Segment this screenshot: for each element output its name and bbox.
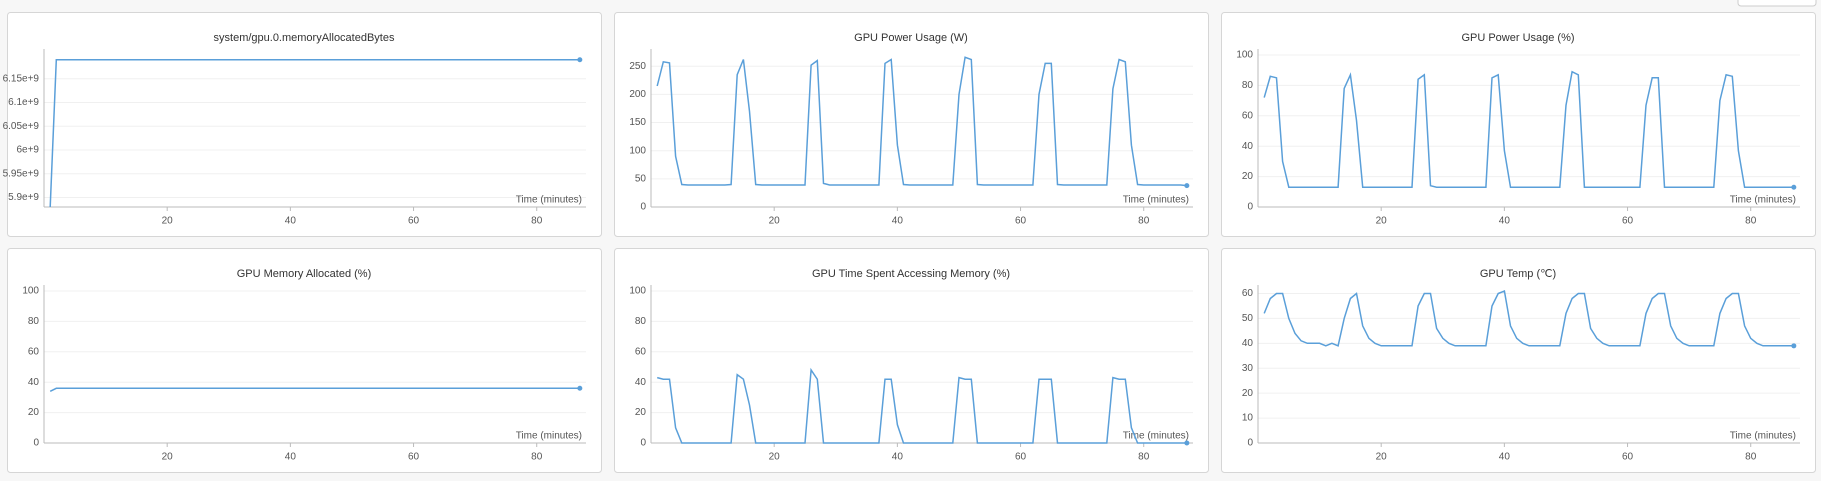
chart-title: GPU Power Usage (W) [854,32,968,44]
chart-title: system/gpu.0.memoryAllocatedBytes [214,32,395,44]
y-tick-label: 6.1e+9 [8,97,39,108]
line [1263,70,1794,188]
x-tick-label: 20 [769,452,781,463]
panel-frame [7,12,602,237]
panel-frame [7,248,602,473]
y-tick-label: 100 [629,286,646,297]
x-axis-label: Time (minutes) [516,195,582,206]
x-axis-label: Time (minutes) [1123,195,1189,206]
y-tick-label: 0 [640,202,646,213]
end-point [1791,343,1797,349]
y-tick-label: 50 [1242,313,1254,324]
panel: system/gpu.0.memoryAllocatedBytes 5.9e+9 5… [3,12,602,237]
end-point [577,57,583,63]
y-tick-label: 0 [1247,438,1253,449]
y-tick-label: 10 [1242,413,1254,424]
y-tick-label: 6.05e+9 [3,121,40,132]
y-tick-label: 150 [629,117,646,128]
line [49,59,580,208]
line [49,387,580,392]
panel: GPU Power Usage (W) 0 50 100 150 200 250 20 40 60… [614,12,1209,237]
panel: GPU Power Usage (%) 0 20 40 60 80 100 20 40 60 80 T… [1221,12,1816,237]
x-tick-label: 80 [1138,216,1150,227]
x-tick-label: 80 [1138,452,1150,463]
y-tick-label: 50 [635,173,647,184]
x-tick-label: 80 [1745,452,1757,463]
y-tick-label: 20 [635,407,647,418]
x-tick-label: 60 [1622,452,1634,463]
panel-frame [1221,248,1816,473]
panel: GPU Temp (℃) 0 10 20 30 40 50 60 20 40 60 80 Time (m… [1221,248,1816,473]
y-tick-label: 6e+9 [16,145,39,156]
y-tick-label: 40 [28,377,40,388]
y-tick-label: 60 [635,346,647,357]
y-tick-label: 40 [1242,338,1254,349]
x-tick-label: 60 [408,452,420,463]
x-axis-label: Time (minutes) [1123,431,1189,442]
panel-frame [1221,12,1816,237]
panel-frame [614,248,1209,473]
x-tick-label: 80 [531,216,543,227]
x-tick-label: 20 [1376,452,1388,463]
x-tick-label: 60 [1622,216,1634,227]
x-tick-label: 40 [1499,216,1511,227]
y-tick-label: 100 [22,286,39,297]
x-axis-label: Time (minutes) [1730,195,1796,206]
x-tick-label: 60 [1015,452,1027,463]
x-tick-label: 40 [285,216,297,227]
x-tick-label: 20 [162,452,174,463]
y-tick-label: 100 [1236,50,1253,61]
y-tick-label: 40 [1242,141,1254,152]
y-tick-label: 20 [28,407,40,418]
line [1263,289,1794,347]
chart-title: GPU Temp (℃) [1480,268,1556,280]
x-tick-label: 60 [408,216,420,227]
y-tick-label: 250 [629,61,646,72]
panel: GPU Time Spent Accessing Memory (%) 0 20 40… [614,248,1209,473]
x-tick-label: 20 [769,216,781,227]
x-tick-label: 80 [1745,216,1757,227]
chart-title: GPU Time Spent Accessing Memory (%) [812,268,1010,280]
chart-title: GPU Power Usage (%) [1461,32,1574,44]
end-point [1184,440,1190,446]
y-tick-label: 20 [1242,388,1254,399]
y-tick-label: 60 [28,346,40,357]
y-tick-label: 0 [1247,202,1253,213]
x-tick-label: 40 [892,452,904,463]
chart-title: GPU Memory Allocated (%) [237,268,371,280]
y-tick-label: 30 [1242,363,1254,374]
y-tick-label: 80 [1242,80,1254,91]
y-tick-label: 5.9e+9 [8,192,39,203]
y-tick-label: 100 [629,145,646,156]
y-tick-label: 40 [635,377,647,388]
y-tick-label: 6.15e+9 [3,73,40,84]
x-tick-label: 60 [1015,216,1027,227]
y-tick-label: 60 [1242,288,1254,299]
line [657,367,1187,444]
line [656,56,1187,187]
top-button[interactable] [1737,0,1817,7]
end-point [577,385,583,391]
x-axis-label: Time (minutes) [516,431,582,442]
x-axis-label: Time (minutes) [1730,431,1796,442]
x-tick-label: 20 [162,216,174,227]
x-tick-label: 20 [1376,216,1388,227]
y-tick-label: 5.95e+9 [3,168,40,179]
x-tick-label: 40 [892,216,904,227]
x-tick-label: 40 [1499,452,1511,463]
y-tick-label: 0 [640,438,646,449]
y-tick-label: 60 [1242,110,1254,121]
panel: GPU Memory Allocated (%) 0 20 40 60 80 100 20 40… [7,248,602,473]
y-tick-label: 80 [28,316,40,327]
y-tick-label: 200 [629,89,646,100]
y-tick-label: 80 [635,316,647,327]
x-tick-label: 80 [531,452,543,463]
end-point [1791,184,1797,190]
panel-frame [614,12,1209,237]
y-tick-label: 0 [33,438,39,449]
y-tick-label: 20 [1242,171,1254,182]
x-tick-label: 40 [285,452,297,463]
end-point [1184,183,1190,189]
